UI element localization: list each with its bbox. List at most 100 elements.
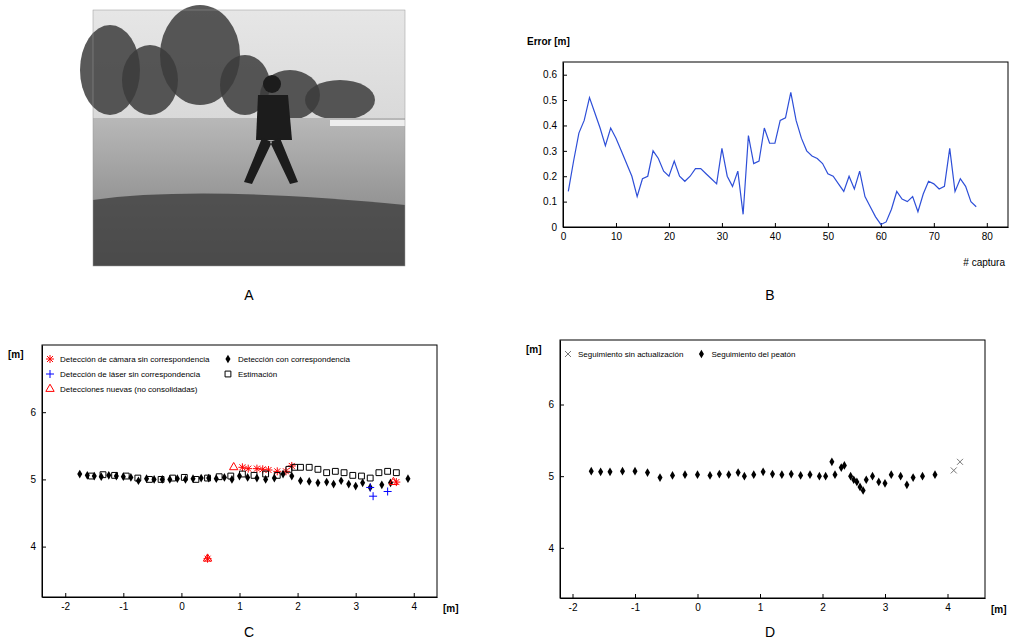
tick-mark — [775, 223, 776, 227]
tick-label: 2 — [820, 602, 826, 613]
data-point — [339, 476, 344, 485]
data-point — [158, 476, 164, 482]
data-point — [817, 472, 822, 481]
x-axis-title: [m] — [991, 604, 1007, 615]
data-line — [568, 92, 976, 224]
legend-marker — [46, 384, 54, 391]
data-point — [114, 472, 119, 481]
x-axis-title: # captura — [963, 257, 1005, 268]
tick: 80 — [982, 223, 994, 242]
data-point — [274, 472, 280, 478]
tick: 0 — [695, 594, 701, 613]
tick: 10 — [611, 223, 623, 242]
data-point — [898, 472, 903, 481]
axis-line — [42, 346, 43, 598]
legend-item: Detección de láser sin correspondencia — [46, 370, 201, 379]
tick-label: 0.4 — [543, 120, 557, 131]
tick-label: 20 — [664, 231, 676, 242]
data-point — [77, 470, 82, 479]
data-point — [366, 483, 374, 491]
y-axis: 456 — [548, 341, 564, 599]
tick-mark — [563, 151, 567, 152]
legend-label: Detecciones nuevas (no consolidadas) — [60, 385, 198, 394]
data-point — [742, 472, 747, 481]
tick-label: 1 — [758, 602, 764, 613]
data-point — [315, 466, 321, 472]
legend-item: Seguimiento del peatón — [699, 350, 796, 359]
data-point — [620, 467, 625, 476]
photo-shadow — [93, 194, 405, 266]
data-point — [135, 475, 141, 481]
data-point — [251, 472, 257, 478]
tick: 0.1 — [543, 196, 567, 207]
data-point — [205, 475, 211, 481]
tick: -1 — [119, 593, 128, 612]
tick-label: 10 — [611, 231, 623, 242]
data-point — [798, 471, 803, 480]
data-point — [807, 470, 812, 479]
tick-label: 60 — [876, 231, 888, 242]
series — [951, 459, 963, 474]
y-axis: 00.10.20.30.40.50.6 — [543, 63, 567, 233]
tick: 5 — [548, 471, 564, 482]
legend-marker — [225, 355, 230, 364]
data-point — [761, 468, 766, 477]
data-point — [360, 478, 365, 487]
series — [203, 462, 397, 561]
legend-marker — [699, 350, 704, 359]
tick-label: -1 — [119, 601, 128, 612]
data-point — [911, 473, 916, 482]
data-point — [298, 464, 304, 470]
tick: 50 — [823, 223, 835, 242]
tick: 6 — [30, 407, 46, 418]
data-point — [253, 465, 261, 473]
series — [204, 462, 401, 563]
legend-marker — [565, 351, 571, 357]
tick-mark — [760, 594, 761, 598]
tick: 0.2 — [543, 171, 567, 182]
data-point — [353, 482, 358, 491]
legend: Seguimiento sin actualización Seguimiento… — [565, 350, 795, 359]
data-point — [292, 464, 298, 470]
axis-line — [43, 597, 438, 598]
data-point — [951, 467, 957, 473]
data-point — [216, 474, 222, 480]
tick: 0.6 — [543, 69, 567, 80]
x-axis: -2-101234 — [561, 594, 986, 613]
data-point — [238, 463, 246, 471]
y-axis-title: [m] — [8, 349, 24, 360]
x-axis: 01020304050607080 — [561, 223, 1009, 242]
data-point — [298, 476, 303, 485]
data-point — [123, 473, 129, 479]
legend-label: Seguimiento sin actualización — [578, 350, 683, 359]
data-point — [889, 470, 894, 479]
tick: 3 — [883, 594, 889, 613]
tick-mark — [181, 593, 182, 597]
tick: 2 — [295, 593, 301, 612]
data-point — [607, 468, 612, 477]
tick-label: 5 — [30, 474, 36, 485]
tick-mark — [42, 479, 46, 480]
legend-item: Detección con correspondencia — [225, 355, 350, 364]
data-point — [904, 480, 909, 489]
axis-line — [560, 341, 561, 599]
legend-item: Detecciones nuevas (no consolidadas) — [46, 384, 198, 394]
tick: 30 — [717, 223, 729, 242]
legend-item: Detección de cámara sin correspondencia — [46, 355, 210, 364]
tick-label: 3 — [883, 602, 889, 613]
tick-mark — [42, 547, 46, 548]
data-point — [823, 472, 828, 481]
tick: 4 — [548, 543, 564, 554]
tick: -2 — [569, 594, 578, 613]
data-point — [204, 555, 212, 563]
photo-ground — [93, 118, 405, 266]
data-point — [832, 470, 837, 479]
data-point — [359, 473, 365, 479]
data-point — [199, 474, 204, 483]
data-point — [770, 470, 775, 479]
tick-mark — [828, 223, 829, 227]
plot-area — [568, 92, 976, 224]
data-point — [239, 471, 245, 477]
data-point — [632, 467, 637, 476]
data-point — [695, 470, 700, 479]
